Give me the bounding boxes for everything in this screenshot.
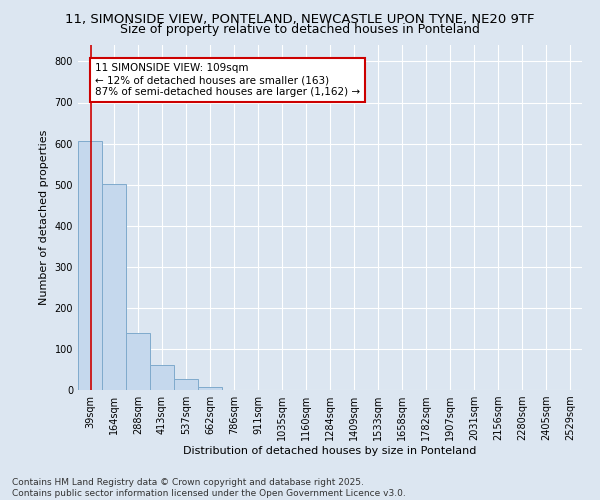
Bar — [102, 184, 126, 390]
Bar — [174, 379, 198, 390]
Bar — [198, 387, 222, 390]
Text: 11, SIMONSIDE VIEW, PONTELAND, NEWCASTLE UPON TYNE, NE20 9TF: 11, SIMONSIDE VIEW, PONTELAND, NEWCASTLE… — [65, 12, 535, 26]
Text: Contains HM Land Registry data © Crown copyright and database right 2025.
Contai: Contains HM Land Registry data © Crown c… — [12, 478, 406, 498]
Bar — [78, 140, 102, 390]
Bar — [150, 364, 174, 390]
Text: 11 SIMONSIDE VIEW: 109sqm
← 12% of detached houses are smaller (163)
87% of semi: 11 SIMONSIDE VIEW: 109sqm ← 12% of detac… — [95, 64, 360, 96]
Text: Size of property relative to detached houses in Ponteland: Size of property relative to detached ho… — [120, 22, 480, 36]
X-axis label: Distribution of detached houses by size in Ponteland: Distribution of detached houses by size … — [184, 446, 476, 456]
Y-axis label: Number of detached properties: Number of detached properties — [39, 130, 49, 305]
Bar — [126, 332, 150, 390]
